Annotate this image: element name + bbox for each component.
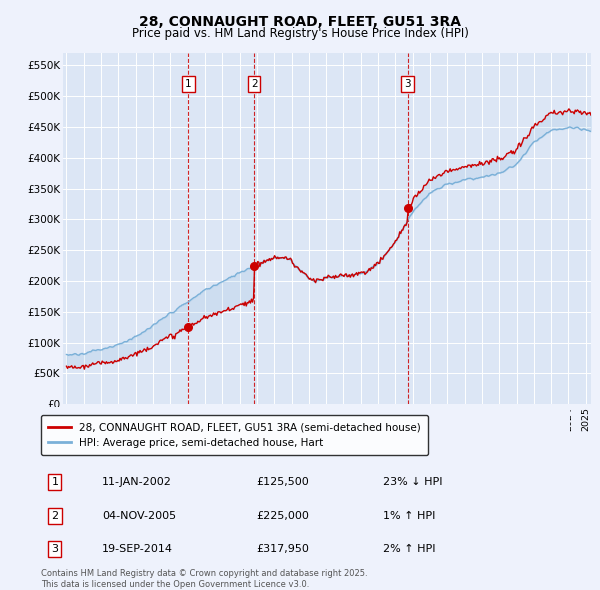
Text: 19-SEP-2014: 19-SEP-2014 <box>102 544 173 554</box>
Text: 3: 3 <box>404 79 411 89</box>
Text: £317,950: £317,950 <box>256 544 309 554</box>
Text: £225,000: £225,000 <box>256 511 309 520</box>
Text: 2% ↑ HPI: 2% ↑ HPI <box>383 544 436 554</box>
Text: 28, CONNAUGHT ROAD, FLEET, GU51 3RA: 28, CONNAUGHT ROAD, FLEET, GU51 3RA <box>139 15 461 29</box>
Text: 1: 1 <box>185 79 191 89</box>
Text: Contains HM Land Registry data © Crown copyright and database right 2025.
This d: Contains HM Land Registry data © Crown c… <box>41 569 368 589</box>
Text: 2: 2 <box>51 511 58 520</box>
Text: Price paid vs. HM Land Registry's House Price Index (HPI): Price paid vs. HM Land Registry's House … <box>131 27 469 40</box>
Text: 11-JAN-2002: 11-JAN-2002 <box>102 477 172 487</box>
Text: 1% ↑ HPI: 1% ↑ HPI <box>383 511 436 520</box>
Text: 23% ↓ HPI: 23% ↓ HPI <box>383 477 443 487</box>
Text: 2: 2 <box>251 79 257 89</box>
Text: 1: 1 <box>52 477 58 487</box>
Text: 04-NOV-2005: 04-NOV-2005 <box>102 511 176 520</box>
Text: 3: 3 <box>52 544 58 554</box>
Legend: 28, CONNAUGHT ROAD, FLEET, GU51 3RA (semi-detached house), HPI: Average price, s: 28, CONNAUGHT ROAD, FLEET, GU51 3RA (sem… <box>41 415 428 455</box>
Text: £125,500: £125,500 <box>256 477 309 487</box>
